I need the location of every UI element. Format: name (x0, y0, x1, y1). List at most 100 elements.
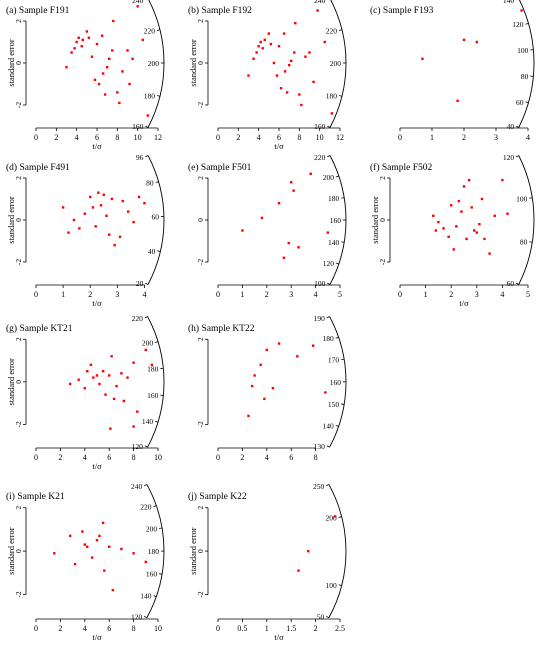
panel-title: (e) Sample F501 (188, 162, 252, 173)
radial-tick-label: 60 (516, 98, 524, 107)
radial-tick (525, 23, 529, 25)
x-tick-label: 10 (316, 133, 324, 142)
y-tick-label: 0 (14, 380, 23, 384)
x-tick-label: 0 (216, 133, 220, 142)
x-tick-label: 6 (289, 453, 293, 462)
radial-tick-label: 200 (146, 525, 158, 534)
y-axis-label: standard error (188, 39, 198, 87)
x-tick-label: 8 (132, 624, 136, 633)
data-point (93, 78, 97, 81)
y-tick-label: -2 (196, 259, 205, 265)
x-tick-label: 6 (107, 624, 111, 633)
radial-tick-label: 140 (142, 417, 154, 426)
y-tick-label: 0 (196, 549, 205, 553)
data-point (311, 344, 315, 347)
x-axis-label: t/σ (274, 141, 284, 151)
x-tick-label: 8 (297, 133, 301, 142)
x-tick-label: 2 (240, 453, 244, 462)
x-tick-label: 1.5 (286, 624, 296, 633)
radial-tick-label: 120 (323, 259, 335, 268)
data-point (452, 248, 455, 251)
radial-tick (335, 175, 339, 178)
x-tick-label: 4 (75, 133, 79, 142)
data-point (150, 363, 154, 367)
data-point (90, 55, 94, 58)
x-tick-label: 12 (154, 133, 162, 142)
panel-2: (c) Sample F193 0 1 2 3 4 40 60 80 100 120 140 (370, 0, 535, 142)
y-tick-label: 0 (14, 549, 23, 553)
radial-tick-label: 130 (314, 442, 326, 451)
data-point (146, 114, 150, 117)
radial-tick-label: 200 (330, 59, 342, 68)
data-point (333, 515, 337, 518)
x-tick-label: 10 (134, 133, 142, 142)
panel-title: (c) Sample F193 (370, 5, 434, 16)
data-point (73, 562, 77, 566)
data-point (111, 49, 114, 52)
data-point (100, 34, 104, 37)
data-point (287, 241, 290, 245)
data-point (132, 361, 135, 364)
data-point (298, 93, 301, 96)
data-point (283, 70, 287, 73)
x-tick-label: 0 (34, 624, 38, 633)
panel-7: (h) Sample KT22 -2 2 0 2 4 6 8 130 140 150 160 170 18… (188, 314, 347, 462)
data-point (101, 370, 105, 373)
x-tick-label: 3 (289, 290, 293, 299)
data-point (287, 63, 291, 67)
radial-tick-label: 160 (147, 391, 159, 400)
panel-title: (d) Sample F491 (6, 162, 70, 173)
data-point (112, 397, 116, 401)
data-point (108, 545, 111, 548)
x-tick-label: 4 (265, 453, 269, 462)
data-point (89, 195, 92, 199)
data-point (121, 70, 124, 73)
data-point (501, 178, 504, 182)
radial-tick (153, 505, 157, 507)
radial-tick-label: 60 (507, 279, 515, 288)
data-point (267, 32, 271, 35)
data-point (277, 45, 281, 48)
x-axis-label: t/σ (274, 632, 284, 642)
data-point (465, 237, 468, 241)
radial-tick (327, 155, 331, 158)
data-point (467, 178, 471, 182)
data-point (103, 93, 107, 96)
data-point (77, 378, 80, 381)
radial-tick (515, 155, 519, 158)
panel-1: (b) Sample F192 standard error -2 0 2 0 2 4 6 8 10… (188, 0, 347, 151)
radial-tick (326, 316, 330, 319)
radial-tick-label: 220 (326, 26, 338, 35)
data-point (470, 206, 473, 209)
data-point (462, 38, 466, 42)
data-point (101, 521, 105, 525)
x-tick-label: 4 (526, 133, 530, 142)
radial-tick-label: 220 (314, 153, 326, 162)
data-point (473, 229, 476, 232)
data-point (97, 191, 100, 194)
radial-tick-label: 160 (132, 122, 144, 131)
x-tick-label: 2 (314, 624, 318, 633)
x-tick-label: 2.5 (335, 624, 345, 633)
data-point (290, 59, 293, 63)
y-tick-label: 2 (14, 506, 23, 510)
data-point (290, 181, 293, 184)
radial-tick (338, 29, 343, 31)
y-tick-label: -2 (196, 102, 205, 108)
data-point (434, 229, 438, 232)
radial-tick-label: 160 (146, 570, 158, 579)
x-tick-label: 2 (54, 133, 58, 142)
radial-tick-label: 240 (314, 0, 326, 5)
data-point (70, 51, 73, 54)
data-point (95, 539, 99, 542)
data-point (269, 42, 273, 46)
x-tick-label: 10 (154, 453, 162, 462)
data-point (78, 227, 81, 230)
radial-tick (326, 445, 330, 448)
data-point (136, 410, 139, 413)
data-point (493, 214, 496, 217)
radial-tick (157, 250, 161, 252)
data-point (300, 103, 303, 107)
data-point (272, 61, 276, 65)
radial-tick (335, 336, 339, 339)
